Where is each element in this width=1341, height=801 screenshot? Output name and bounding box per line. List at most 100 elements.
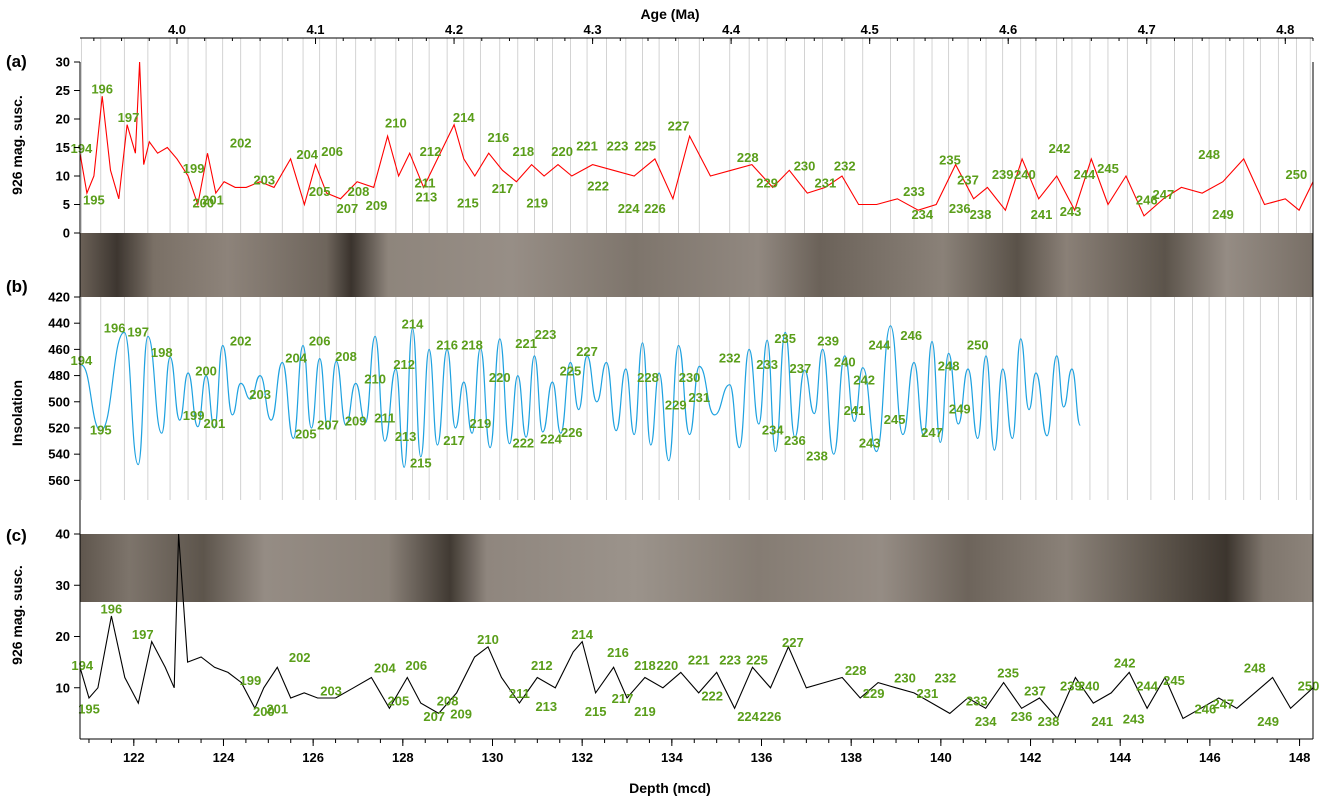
cycle-label: 228 [637,370,659,385]
cycle-label: 228 [845,663,867,678]
cycle-label: 219 [470,416,492,431]
y-axis-tick-label-b: 420 [48,290,70,305]
cycle-label: 218 [634,658,656,673]
cycle-label: 215 [410,455,432,470]
cycle-label: 238 [1038,714,1060,729]
cycle-label: 221 [688,653,710,668]
cycle-label: 212 [420,144,442,159]
y-axis-tick-label-c: 30 [56,578,70,593]
bottom-axis-tick-label: 148 [1289,750,1311,765]
cycle-label: 236 [1011,709,1033,724]
cycle-label: 243 [1060,204,1082,219]
panel-tag-a: (a) [6,52,27,71]
cycle-label: 232 [719,350,741,365]
cycle-label: 223 [607,138,629,153]
cycle-label: 220 [657,658,679,673]
top-axis-tick-label: 4.7 [1138,22,1156,37]
cycle-label: 221 [515,336,537,351]
cycle-label: 239 [1060,678,1082,693]
cycle-label: 203 [249,387,271,402]
cycle-label: 226 [644,201,666,216]
cycle-label: 197 [127,324,149,339]
cycle-label: 221 [576,138,598,153]
cycle-label: 206 [405,658,427,673]
core-image-strip-bottom [80,534,1313,602]
cycle-label: 235 [774,331,796,346]
cycle-label: 240 [1078,678,1100,693]
y-axis-tick-label-a: 10 [56,169,70,184]
cycle-label: 239 [992,167,1014,182]
cycle-label: 227 [782,635,804,650]
cycle-label: 205 [295,426,317,441]
cycle-label: 238 [970,207,992,222]
cycle-label: 207 [317,417,339,432]
cycle-label: 210 [385,116,407,131]
cycle-label: 227 [668,118,690,133]
cycle-label: 245 [1097,161,1119,176]
y-axis-tick-label-b: 520 [48,420,70,435]
cycle-label: 225 [746,653,768,668]
cycle-label: 223 [535,327,557,342]
bottom-axis-tick-label: 138 [840,750,862,765]
cycle-label: 248 [938,358,960,373]
cycle-label: 233 [756,357,778,372]
y-axis-tick-label-c: 40 [56,527,70,542]
cycle-label: 210 [477,632,499,647]
panel-tag-b: (b) [6,277,28,296]
cycle-label: 241 [844,403,866,418]
cycle-label: 224 [737,709,759,724]
cycle-label: 237 [1024,683,1046,698]
cycle-label: 245 [884,412,906,427]
cycle-label: 209 [366,198,388,213]
cycle-label: 195 [83,193,105,208]
cycle-label: 225 [634,138,656,153]
bottom-axis-tick-label: 126 [302,750,324,765]
cycle-label: 211 [414,175,435,190]
cycle-label: 224 [618,201,640,216]
cycle-label: 198 [151,345,173,360]
top-axis-tick-label: 4.0 [168,22,186,37]
cycle-label: 216 [488,130,510,145]
cycle-label: 218 [461,337,483,352]
bottom-axis-tick-label: 122 [123,750,145,765]
bottom-axis-tick-label: 128 [392,750,414,765]
y-axis-tick-label-a: 5 [63,197,70,212]
cycle-label: 231 [917,686,939,701]
cycle-label: 222 [701,689,723,704]
cycle-label: 202 [230,333,252,348]
cycle-label: 228 [737,150,759,165]
cycle-label: 205 [387,694,409,709]
cycle-label: 208 [348,184,370,199]
cycle-label: 212 [393,357,415,372]
cycle-label: 237 [957,173,979,188]
cycle-label: 234 [762,423,784,438]
cycle-label: 204 [374,660,396,675]
mag-susc-series-line-a [79,61,1314,217]
cycle-label: 230 [679,370,701,385]
cycle-label: 200 [192,195,214,210]
cycle-label: 199 [183,408,205,423]
bottom-axis-tick-label: 146 [1199,750,1221,765]
top-axis-tick-label: 4.8 [1276,22,1294,37]
series-lines [79,61,1314,720]
cycle-label: 213 [415,190,437,205]
cycle-label: 235 [939,153,961,168]
cycle-label: 233 [903,184,925,199]
cycle-label: 227 [576,344,598,359]
cycle-label: 229 [665,398,687,413]
cycle-label: 207 [337,201,359,216]
bottom-axis-title: Depth (mcd) [629,780,711,796]
cycle-label: 214 [571,627,593,642]
y-axis-tick-label-b: 500 [48,394,70,409]
y-axis-tick-label-c: 20 [56,629,70,644]
cycle-label: 236 [784,433,806,448]
cycle-label: 196 [91,81,113,96]
cycle-label: 211 [374,411,395,426]
top-axis-tick-label: 4.4 [722,22,741,37]
cycle-label: 201 [266,701,288,716]
bottom-axis-tick-label: 142 [1020,750,1042,765]
cycle-label: 245 [1163,673,1185,688]
cycle-label: 213 [395,429,417,444]
cycle-label: 230 [894,671,916,686]
